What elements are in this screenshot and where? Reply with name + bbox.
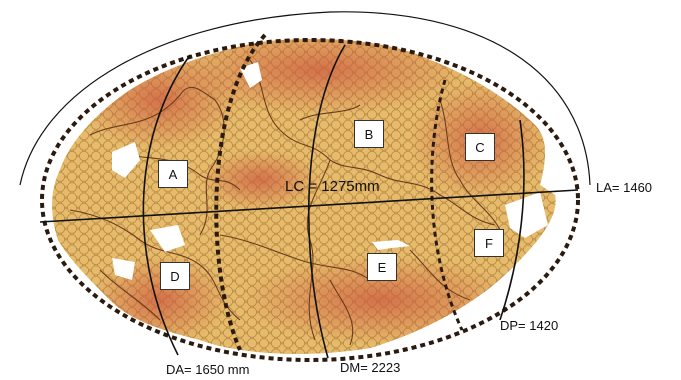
- lc-label: LC = 1275mm: [285, 178, 380, 195]
- la-label: LA= 1460: [596, 180, 653, 195]
- missing-fragments: [112, 62, 548, 280]
- dm-arc: [307, 44, 346, 359]
- dp-label: DP= 1420: [500, 318, 559, 333]
- dp-arc: [499, 119, 525, 321]
- dm-dashed-line: [214, 33, 267, 351]
- da-label: DA= 1650 mm: [166, 362, 250, 377]
- region-label-c: C: [465, 133, 495, 161]
- region-label-d: D: [160, 262, 190, 290]
- lc-line: [39, 189, 579, 223]
- region-label-f: F: [474, 229, 504, 257]
- da-arc: [142, 54, 191, 356]
- region-label-a: A: [158, 160, 188, 188]
- shell-outline-dashed: [40, 38, 580, 362]
- region-label-e: E: [367, 253, 397, 281]
- dm-label: DM= 2223: [340, 360, 401, 375]
- region-label-b: B: [354, 120, 384, 148]
- la-arc: [19, 11, 591, 186]
- dp-dashed-line: [430, 79, 464, 331]
